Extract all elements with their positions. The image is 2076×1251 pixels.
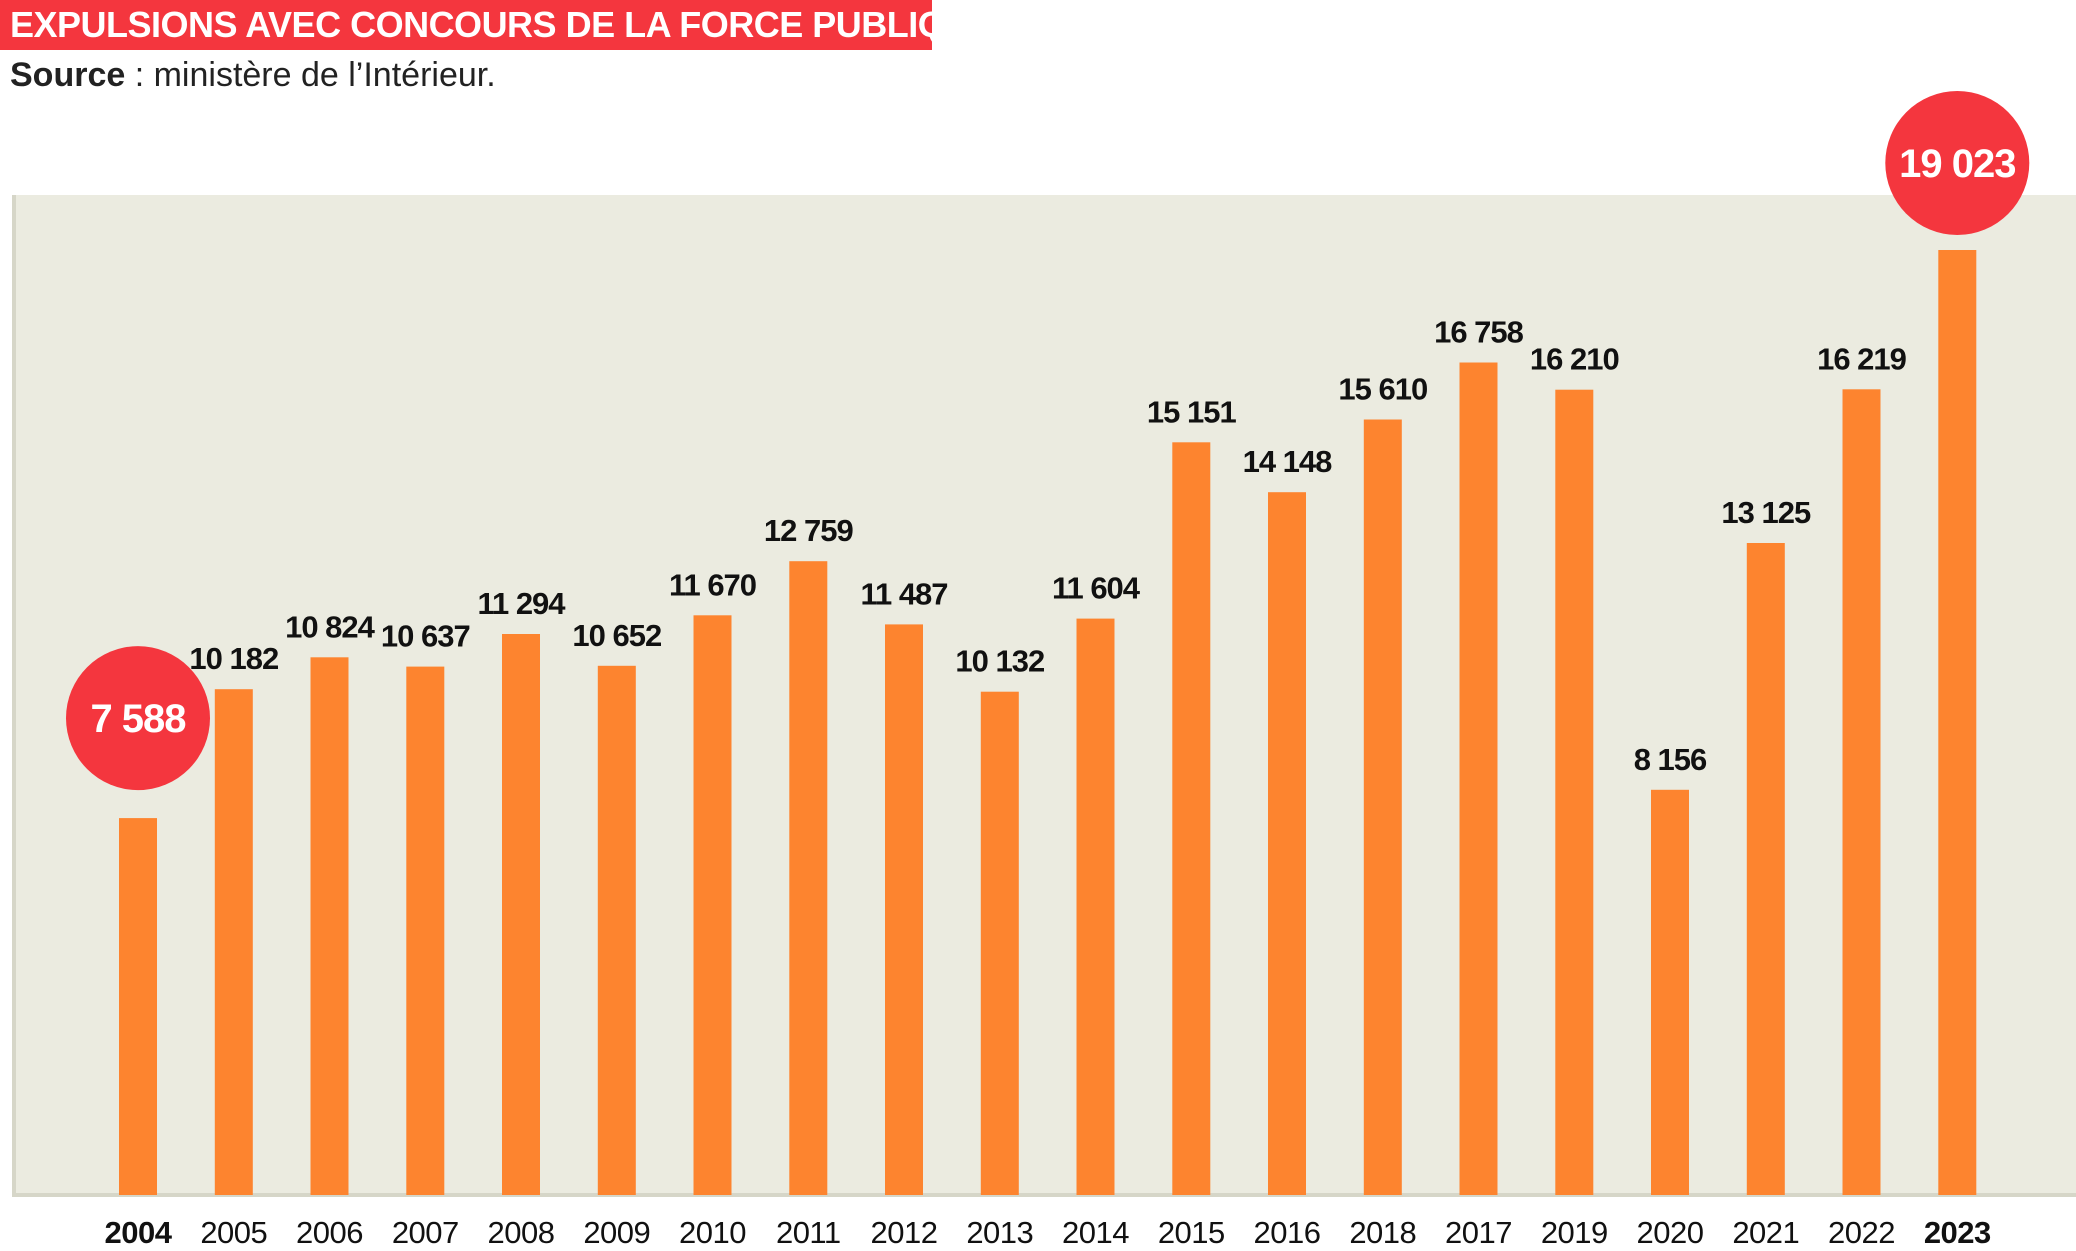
bar-2012 [885,624,923,1195]
x-tick-2015: 2015 [1158,1215,1225,1250]
bar-2016 [1268,492,1306,1195]
x-tick-2010: 2010 [679,1215,746,1250]
bar-2014 [1076,618,1115,1195]
x-tick-2005: 2005 [200,1215,267,1250]
source-separator: : [125,56,154,94]
bar-2008 [502,634,540,1195]
highlight-circle-2004 [66,646,210,791]
bar-2006 [310,657,349,1195]
x-tick-2016: 2016 [1254,1215,1321,1250]
x-tick-2018: 2018 [1349,1215,1416,1250]
value-label-2017: 16 758 [1434,315,1524,350]
value-label-2004: 7 588 [90,697,186,741]
x-tick-2021: 2021 [1732,1215,1799,1250]
x-tick-2017: 2017 [1445,1215,1512,1250]
value-label-2009: 10 652 [572,618,661,653]
source-text: ministère de l’Intérieur. [153,56,496,94]
bar-2013 [980,691,1019,1195]
bar-2009 [597,665,636,1195]
x-tick-2014: 2014 [1062,1215,1129,1250]
value-label-2011: 12 759 [764,513,854,548]
value-label-2013: 10 132 [955,644,1044,679]
x-tick-2022: 2022 [1828,1215,1895,1250]
source-label: Source [10,56,126,94]
bar-2004 [119,818,157,1195]
value-label-2008: 11 294 [477,586,566,621]
x-tick-2012: 2012 [871,1215,938,1250]
highlight-circle-2023 [1885,91,2030,235]
bar-2018 [1363,419,1402,1195]
bar-2021 [1746,543,1785,1195]
chart-title: EXPULSIONS AVEC CONCOURS DE LA FORCE PUB… [0,0,995,50]
value-label-2019: 16 210 [1530,342,1619,377]
chart-source: Source : ministère de l’Intérieur. [10,56,496,95]
value-label-2020: 8 156 [1634,742,1707,777]
bar-2019 [1555,389,1594,1195]
plot-background [12,195,2076,1195]
bar-2011 [789,561,828,1195]
bar-2005 [214,689,253,1195]
value-label-2014: 11 604 [1052,571,1141,606]
value-label-2022: 16 219 [1817,341,1907,376]
bar-2010 [693,615,732,1195]
value-label-2015: 15 151 [1147,394,1237,429]
bar-2020 [1651,789,1689,1195]
value-label-2005: 10 182 [189,641,278,676]
value-label-2018: 15 610 [1338,372,1427,407]
x-tick-2006: 2006 [296,1215,363,1250]
value-label-2016: 14 148 [1243,444,1333,479]
x-tick-labels-layer: 2004 2005 2006 2007 2008 2009 2010 2011 2012 2013… [105,1215,1992,1250]
bar-2017 [1459,362,1498,1195]
x-tick-2008: 2008 [488,1215,555,1250]
x-tick-2007: 2007 [392,1215,459,1250]
bar-2015 [1172,442,1211,1195]
x-tick-2009: 2009 [583,1215,650,1250]
bar-2022 [1842,389,1881,1195]
bar-2007 [406,666,445,1195]
value-label-2023: 19 023 [1899,142,2015,186]
value-label-2010: 11 670 [669,567,756,602]
bars-layer [119,250,1977,1195]
x-tick-2011: 2011 [776,1215,841,1250]
x-tick-2023: 2023 [1924,1215,1991,1250]
x-tick-2013: 2013 [966,1215,1033,1250]
value-label-2012: 11 487 [860,576,947,611]
value-label-2006: 10 824 [285,609,376,644]
value-label-2007: 10 637 [381,619,470,654]
x-tick-2004: 2004 [105,1215,173,1250]
x-tick-2020: 2020 [1637,1215,1704,1250]
value-label-2021: 13 125 [1721,495,1811,530]
bar-2023 [1938,250,1977,1195]
x-tick-2019: 2019 [1541,1215,1608,1250]
